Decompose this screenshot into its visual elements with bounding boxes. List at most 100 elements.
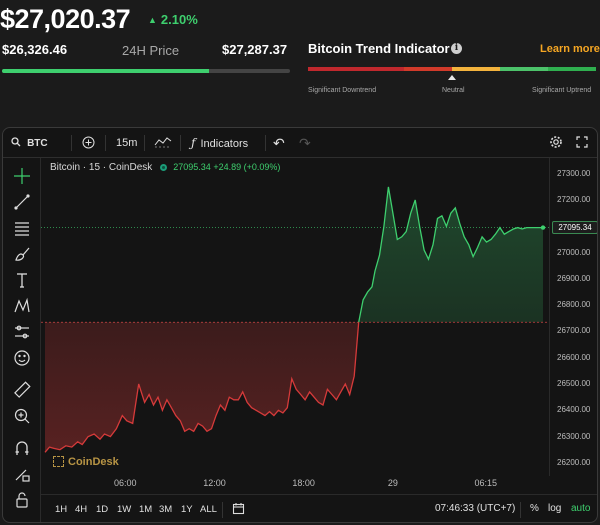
log-toggle[interactable]: log	[548, 503, 562, 514]
bottom-bar: 1H 4H 1D 1W 1M 3M 1Y ALL 07:46:33 (UTC+7…	[41, 494, 597, 522]
current-price-tag: 27095.34	[552, 220, 597, 234]
range-high: $27,287.37	[222, 42, 288, 57]
chart-type-button[interactable]	[154, 128, 172, 158]
chart-plot-area[interactable]: Bitcoin · 15 · CoinDesk 27095.34 +24.89 (…	[41, 158, 549, 476]
symbol-search[interactable]: BTC	[11, 128, 48, 158]
period-1y[interactable]: 1Y	[181, 504, 193, 515]
pattern-icon[interactable]	[12, 296, 32, 316]
y-tick-label: 27300.00	[557, 168, 591, 178]
symbol-label: BTC	[27, 138, 48, 149]
measure-icon[interactable]	[12, 322, 32, 342]
percent-toggle[interactable]: %	[530, 503, 539, 514]
learn-more-link[interactable]: Learn more	[540, 43, 600, 55]
price-axis[interactable]: 27300.0027200.0027100.0027000.0026900.00…	[549, 158, 597, 476]
y-tick-label: 26600.00	[557, 352, 591, 362]
y-tick-label: 26500.00	[557, 379, 591, 389]
up-arrow-icon: ▲	[148, 15, 157, 25]
price-range-bar	[2, 69, 290, 73]
trend-segment	[452, 67, 500, 71]
candles-icon	[154, 137, 172, 148]
y-tick-label: 26800.00	[557, 300, 591, 310]
zoom-in-icon[interactable]	[12, 406, 32, 426]
redo-icon[interactable]: ↷	[299, 135, 311, 151]
indicators-label: Indicators	[200, 138, 249, 150]
y-tick-label: 26200.00	[557, 457, 591, 467]
price-chart[interactable]	[41, 158, 549, 476]
y-tick-label: 26700.00	[557, 326, 591, 336]
period-1w[interactable]: 1W	[117, 504, 132, 515]
coindesk-logo-icon	[53, 456, 64, 467]
legend-last: 27095.34	[173, 162, 211, 172]
y-tick-label: 27000.00	[557, 247, 591, 257]
lock-icon[interactable]	[12, 490, 32, 510]
price-change-value: 2.10%	[160, 12, 198, 27]
y-tick-label: 27200.00	[557, 195, 591, 205]
y-tick-label: 26400.00	[557, 405, 591, 415]
trend-label-neutral: Neutral	[442, 87, 465, 94]
x-tick-label: 12:00	[203, 478, 226, 488]
emoji-icon[interactable]	[12, 348, 32, 368]
magnet-icon[interactable]	[12, 438, 32, 458]
range-label: 24H Price	[122, 43, 180, 58]
y-tick-label: 26300.00	[557, 431, 591, 441]
period-3m[interactable]: 3M	[159, 504, 173, 515]
price-line-up	[358, 186, 543, 323]
bottom-divider	[520, 502, 521, 518]
clock-display[interactable]: 07:46:33 (UTC+7)	[435, 503, 516, 514]
area-fill-down	[45, 322, 359, 453]
chart-legend: Bitcoin · 15 · CoinDesk 27095.34 +24.89 (…	[50, 162, 280, 173]
trendline-icon[interactable]	[12, 192, 32, 212]
brush-icon[interactable]	[12, 244, 32, 264]
interval-button[interactable]: 15m	[116, 137, 138, 149]
search-icon	[11, 137, 21, 147]
info-icon[interactable]: i	[451, 43, 462, 54]
price-line-down	[44, 322, 360, 453]
period-1d[interactable]: 1D	[96, 504, 109, 515]
toolbar-divider	[71, 135, 72, 151]
crosshair-icon[interactable]	[12, 166, 32, 186]
trend-label-uptrend: Significant Uptrend	[532, 87, 592, 94]
trend-segment	[404, 67, 452, 71]
text-icon[interactable]	[12, 270, 32, 290]
fib-icon[interactable]	[12, 218, 32, 238]
coindesk-watermark: CoinDesk	[53, 456, 119, 468]
price-range-fill	[2, 69, 210, 73]
legend-dot	[160, 164, 168, 171]
trend-indicator-title: Bitcoin Trend Indicator	[308, 41, 450, 56]
trend-segment	[308, 67, 356, 71]
period-1h[interactable]: 1H	[55, 504, 68, 515]
undo-icon[interactable]: ↶	[273, 135, 285, 151]
x-tick-label: 29	[387, 478, 398, 488]
price-change: ▲ 2.10%	[148, 12, 198, 27]
period-1m[interactable]: 1M	[139, 504, 153, 515]
bottom-divider	[222, 502, 223, 518]
compare-button[interactable]	[82, 128, 95, 158]
range-low: $26,326.46	[2, 42, 68, 57]
period-all[interactable]: ALL	[200, 504, 217, 515]
x-tick-label: 18:00	[292, 478, 315, 488]
drawing-toolbar	[3, 158, 41, 522]
x-tick-label: 06:00	[114, 478, 137, 488]
settings-icon[interactable]	[549, 128, 563, 158]
ruler-icon[interactable]	[12, 380, 32, 400]
trend-marker	[448, 75, 456, 80]
trend-segment	[548, 67, 596, 71]
indicators-button[interactable]: ƒ Indicators	[191, 128, 248, 158]
y-tick-label: 26900.00	[557, 273, 591, 283]
trend-segment	[500, 67, 548, 71]
date-range-icon[interactable]	[232, 502, 245, 518]
toolbar-divider	[144, 135, 145, 151]
toolbar-divider	[180, 135, 181, 151]
period-4h[interactable]: 4H	[75, 504, 88, 515]
toolbar-divider	[105, 135, 106, 151]
chart-toolbar: BTC 15m ƒ Indicators ↶ ↷	[3, 128, 597, 158]
toolbar-divider	[265, 135, 266, 151]
lock-pencil-icon[interactable]	[12, 464, 32, 484]
watermark-text: CoinDesk	[68, 456, 119, 468]
trend-bar	[308, 67, 596, 71]
last-point	[540, 225, 546, 230]
time-axis[interactable]: 06:00 12:00 18:00 29 06:15	[41, 476, 549, 492]
current-price: $27,020.37	[0, 4, 131, 34]
auto-toggle[interactable]: auto	[571, 503, 591, 514]
fullscreen-icon[interactable]	[576, 128, 588, 158]
